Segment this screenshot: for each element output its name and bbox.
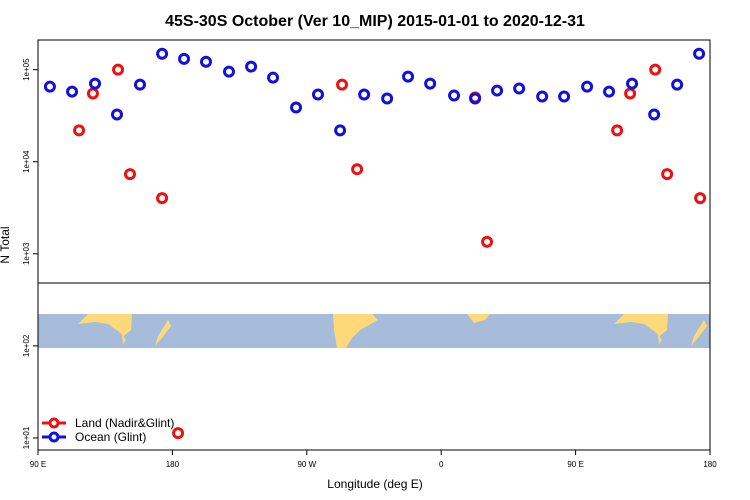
point <box>513 82 526 95</box>
point <box>312 88 324 101</box>
x-tick-label: 90 E <box>30 460 46 469</box>
point <box>178 52 191 65</box>
point <box>603 85 616 98</box>
point <box>222 65 235 78</box>
point <box>626 77 639 90</box>
point <box>123 168 136 181</box>
x-tick-label: 90 E <box>567 460 583 469</box>
point <box>73 124 86 137</box>
point <box>156 47 169 60</box>
point <box>172 427 185 440</box>
point <box>481 235 494 248</box>
plot-frame <box>37 39 711 451</box>
y-tick-label: 1e+05 <box>22 58 31 81</box>
point <box>611 124 624 137</box>
point <box>66 85 79 98</box>
y-tick-label: 1e+02 <box>22 334 31 357</box>
x-axis-label: Longitude (deg E) <box>327 477 422 491</box>
point <box>43 80 56 93</box>
point <box>536 90 549 103</box>
point <box>402 70 415 83</box>
point <box>89 77 102 90</box>
point <box>693 47 706 60</box>
point <box>694 192 707 205</box>
legend-marker <box>48 431 60 443</box>
point <box>381 92 394 105</box>
x-tick-label: 90 W <box>297 460 316 469</box>
point <box>351 163 364 176</box>
x-tick-label: 180 <box>166 460 180 469</box>
point <box>469 92 482 105</box>
point <box>334 124 347 137</box>
point <box>245 60 258 73</box>
x-tick-label: 0 <box>439 460 444 469</box>
point <box>448 89 461 102</box>
x-tick-label: 180 <box>703 460 717 469</box>
point <box>624 87 637 100</box>
point <box>558 90 571 103</box>
chart-title: 45S-30S October (Ver 10_MIP) 2015-01-01 … <box>165 13 585 30</box>
point <box>112 63 125 76</box>
legend-marker <box>48 417 60 429</box>
point <box>491 84 504 97</box>
point <box>581 80 594 93</box>
legend-label: Land (Nadir&Glint) <box>75 416 174 430</box>
point <box>110 108 123 121</box>
point <box>661 168 674 181</box>
y-axis-label: N Total <box>0 226 12 263</box>
point <box>200 55 212 68</box>
legend-label: Ocean (Glint) <box>75 430 146 444</box>
point <box>156 192 169 205</box>
point <box>648 108 661 121</box>
y-tick-label: 1e+03 <box>22 242 31 265</box>
map-strip <box>38 314 710 348</box>
point <box>424 77 437 90</box>
y-tick-label: 1e+04 <box>22 150 31 173</box>
point <box>86 87 99 100</box>
point <box>649 63 662 76</box>
point <box>133 78 146 91</box>
point <box>267 71 280 84</box>
point <box>358 88 371 101</box>
point <box>671 78 684 91</box>
point <box>336 78 349 91</box>
point <box>290 101 303 114</box>
y-tick-label: 1e+01 <box>22 426 31 449</box>
